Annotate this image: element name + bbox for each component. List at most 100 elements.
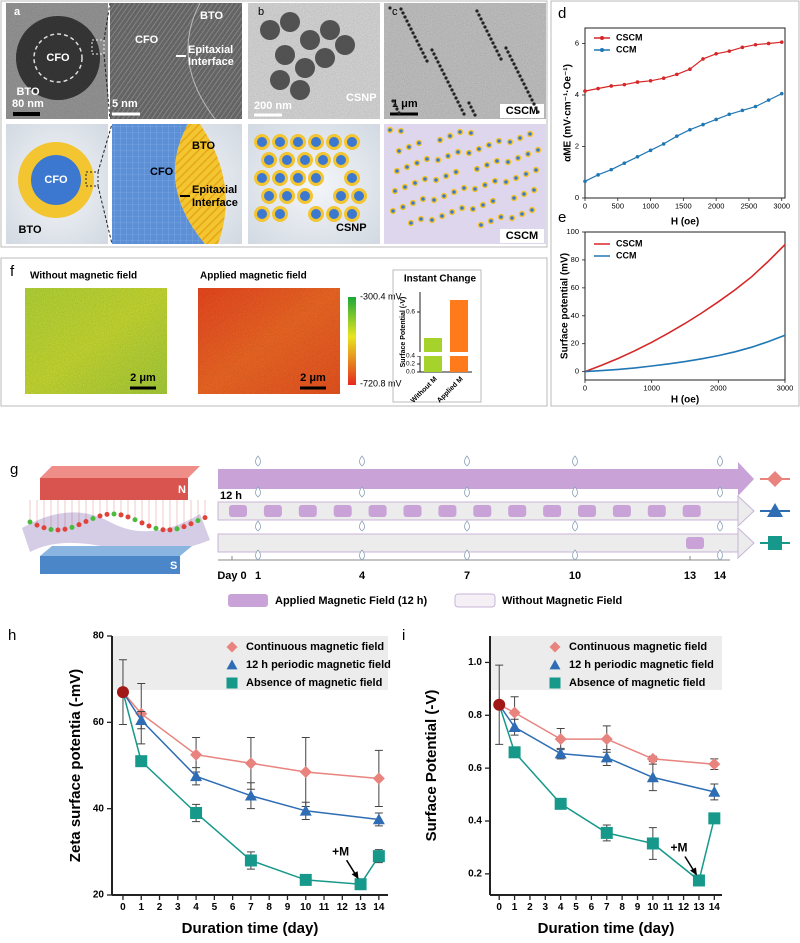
pore: [487, 33, 491, 37]
pore: [405, 19, 409, 23]
csnp-core: [477, 147, 481, 151]
ion: [195, 518, 201, 524]
panel-label: f: [10, 263, 15, 280]
marker: [554, 797, 567, 810]
pore: [481, 21, 485, 25]
csnp-core: [456, 150, 460, 154]
csnp-core: [311, 173, 321, 183]
legend-label: Applied Magnetic Field (12 h): [275, 595, 428, 607]
marker: [648, 79, 653, 83]
marker: [554, 747, 567, 759]
droplet: [717, 520, 723, 532]
connector: [97, 123, 113, 173]
marker: [600, 48, 604, 52]
x-tick-label: Without M: [410, 376, 439, 405]
particle: [320, 20, 340, 40]
ion: [153, 525, 159, 531]
csnp-core: [336, 155, 346, 165]
csnp-core: [413, 181, 417, 185]
y-tick-label: 60: [93, 717, 105, 728]
legend-label: CCM: [616, 250, 637, 260]
csnp-core: [405, 165, 409, 169]
pore: [469, 105, 473, 109]
csnp-core: [467, 151, 471, 155]
day-label: Day 0: [217, 570, 246, 582]
panel-label: c: [392, 6, 398, 18]
marker: [714, 117, 718, 122]
label: BTO: [16, 86, 39, 98]
pore: [419, 47, 423, 51]
field-segment: [263, 505, 282, 517]
pore: [393, 103, 397, 107]
arrow-head: [737, 494, 755, 528]
magnet-s: [40, 556, 180, 574]
csnp-core: [508, 140, 512, 144]
pore: [409, 27, 413, 31]
ion: [111, 511, 117, 517]
period-label: 12 h: [220, 490, 242, 502]
x-tick-label: 2: [527, 902, 533, 913]
marker: [661, 142, 666, 146]
field-segment: [229, 505, 247, 517]
marker: [701, 57, 705, 61]
pore: [442, 72, 446, 76]
marker: [692, 874, 705, 887]
x-tick-label: 12: [337, 902, 349, 913]
csnp-core: [395, 169, 399, 173]
marker: [727, 49, 732, 53]
marker: [596, 86, 600, 91]
series-line: [122, 691, 379, 821]
csnp-core: [442, 194, 446, 198]
start-point: [116, 686, 129, 699]
x-tick-label: 500: [612, 202, 625, 211]
scale-label: 80 nm: [12, 98, 44, 110]
panel-frame: [0, 257, 548, 407]
x-tick-label: 9: [285, 902, 291, 913]
marker: [766, 41, 771, 46]
csnp-core: [257, 137, 267, 147]
marker: [596, 173, 600, 177]
droplet: [717, 455, 723, 467]
x-tick-label: 13: [355, 902, 367, 913]
x-tick-label: 13: [693, 902, 705, 913]
magnet-top: [40, 546, 192, 556]
y-tick-label: 100: [566, 227, 579, 236]
csnp-core: [311, 137, 321, 147]
csnp-core: [483, 183, 487, 187]
ion: [118, 512, 124, 518]
pore: [471, 109, 475, 113]
plot-frame: [584, 27, 786, 199]
particle: [295, 58, 315, 78]
legend-band: [112, 636, 388, 690]
pore: [413, 35, 417, 39]
y-tick-label: 0.0: [406, 369, 415, 376]
pore: [479, 17, 483, 21]
droplet: [359, 455, 365, 467]
ion: [188, 521, 194, 527]
legend-label: Without Magnetic Field: [502, 595, 622, 607]
pore: [477, 13, 481, 17]
label: Interface: [192, 197, 238, 209]
panel-label: b: [258, 6, 264, 18]
csnp-core: [282, 191, 292, 201]
x-axis-title: H (oe): [671, 395, 699, 406]
ion: [146, 523, 152, 529]
timeline-absence: [217, 533, 739, 553]
annotation: +M: [332, 844, 349, 858]
csnp-core: [532, 188, 536, 192]
x-tick-label: 3: [543, 902, 549, 913]
csnp-core: [524, 172, 528, 176]
droplet: [255, 455, 261, 467]
csnp-core: [409, 221, 413, 225]
pore: [438, 64, 442, 68]
x-tick-label: 0: [496, 902, 502, 913]
ion: [41, 525, 47, 531]
potential-map: [25, 288, 167, 394]
csnp-core: [275, 173, 285, 183]
panel-b: b 200 nm CSNP CSNP: [248, 3, 380, 244]
marker: [648, 148, 653, 153]
label: BTO: [192, 140, 215, 152]
pore: [456, 100, 460, 104]
csnp-core: [485, 163, 489, 167]
marker: [549, 641, 561, 653]
